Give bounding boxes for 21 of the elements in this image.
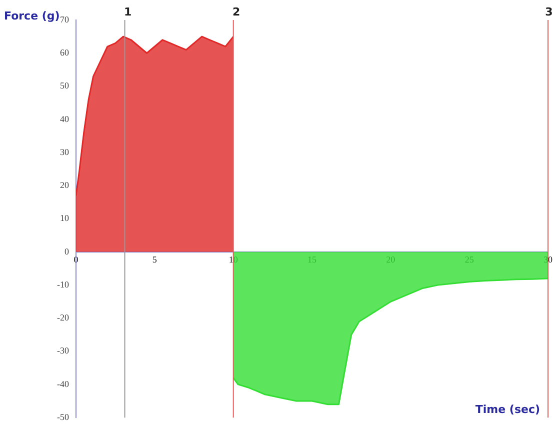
- annotation: 3: [545, 5, 553, 18]
- annotation: 1: [124, 5, 132, 18]
- y-tick-label: 0: [64, 246, 70, 256]
- x-tick-label: 30: [544, 254, 553, 265]
- x-axis-title: Time (sec): [475, 402, 540, 416]
- y-tick-label: -50: [57, 412, 70, 422]
- y-tick-label: -40: [57, 378, 70, 389]
- annotation: 2: [232, 5, 240, 18]
- y-tick-label: 20: [60, 180, 70, 190]
- y-tick-label: -30: [57, 346, 70, 356]
- y-tick-label: 30: [60, 146, 70, 157]
- y-axis-title: Force (g): [4, 9, 60, 22]
- y-tick-label: -20: [57, 312, 70, 323]
- y-tick-label: 50: [60, 80, 70, 91]
- y-tick-label: 40: [60, 114, 70, 124]
- y-tick-label: 10: [60, 213, 70, 224]
- y-tick-label: 60: [60, 47, 70, 58]
- y-tick-label: 70: [60, 14, 70, 24]
- y-tick-label: -10: [57, 279, 70, 290]
- x-tick-label: 10: [228, 254, 238, 265]
- x-tick-label: 5: [152, 254, 158, 265]
